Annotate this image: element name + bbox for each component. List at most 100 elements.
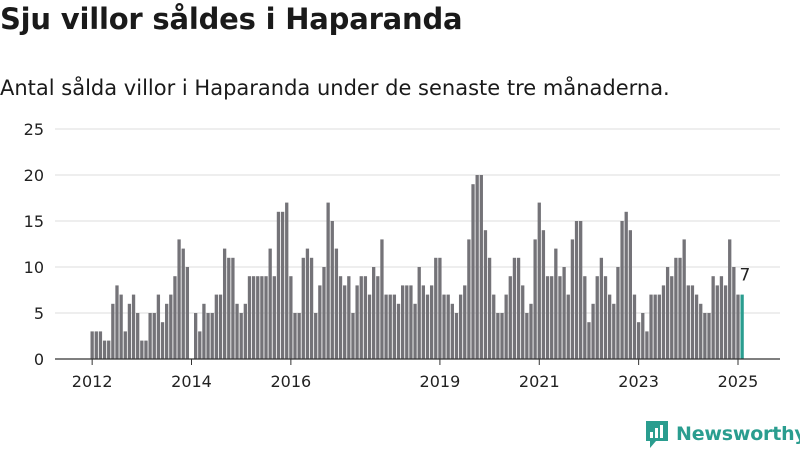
bar (156, 294, 161, 359)
bar (359, 276, 363, 359)
bar (413, 303, 417, 359)
bar (380, 239, 384, 359)
bar (355, 285, 359, 359)
y-tick-label: 20 (24, 166, 44, 185)
bar (537, 202, 541, 359)
bar (289, 276, 293, 359)
latest-value-label: 7 (739, 266, 750, 286)
bar (661, 285, 666, 359)
bar (504, 294, 508, 359)
bar (363, 276, 368, 359)
y-tick-label: 15 (24, 212, 44, 231)
bar (608, 294, 612, 359)
bar (653, 294, 657, 359)
bar (471, 184, 475, 359)
bar (102, 340, 107, 359)
bar (165, 303, 169, 359)
bar (554, 248, 558, 359)
bar (94, 331, 98, 359)
bar (541, 230, 546, 359)
bar (624, 211, 628, 359)
bar (367, 294, 372, 359)
bar (632, 294, 637, 359)
bar (194, 313, 198, 359)
bar (574, 221, 579, 359)
bar (483, 230, 488, 359)
bar (719, 276, 724, 359)
bar (686, 285, 690, 359)
bar (636, 322, 641, 359)
brand-name: Newsworthy (676, 423, 800, 445)
bar (641, 313, 645, 359)
bar (301, 257, 305, 359)
bar (434, 257, 438, 359)
bar (591, 303, 595, 359)
bar (119, 294, 123, 359)
bar (90, 331, 94, 359)
bar (587, 322, 591, 359)
y-tick-label: 5 (34, 304, 44, 323)
bar (699, 303, 703, 359)
bar (256, 276, 260, 359)
bar (487, 257, 492, 359)
bar (173, 276, 177, 359)
bar (657, 294, 661, 359)
bar-latest (740, 294, 744, 359)
bar (545, 276, 550, 359)
bar (376, 276, 380, 359)
bar (384, 294, 388, 359)
bar (645, 331, 649, 359)
bar (616, 267, 620, 359)
bar (723, 285, 728, 359)
bar (227, 257, 231, 359)
x-tick-label: 2021 (519, 372, 560, 391)
bar (214, 294, 218, 359)
x-tick-label: 2023 (618, 372, 659, 391)
bar (152, 313, 156, 359)
bar (318, 285, 322, 359)
bar (111, 303, 115, 359)
bar (492, 294, 496, 359)
bar (612, 303, 616, 359)
x-tick-label: 2025 (718, 372, 759, 391)
bar (620, 221, 624, 359)
bar (247, 276, 252, 359)
bar (707, 313, 711, 359)
bar (177, 239, 181, 359)
bar (107, 340, 111, 359)
bar (305, 248, 310, 359)
bar (479, 175, 483, 359)
bar (736, 294, 740, 359)
bar (438, 257, 442, 359)
bar (260, 276, 264, 359)
x-tick-label: 2014 (171, 372, 212, 391)
bar (280, 211, 285, 359)
bar (533, 239, 537, 359)
bar (127, 303, 132, 359)
bar (467, 239, 471, 359)
bar (558, 276, 562, 359)
bar (206, 313, 210, 359)
bar (599, 257, 604, 359)
chart-title: Sju villor såldes i Haparanda (0, 2, 463, 36)
bar (579, 221, 583, 359)
bar (429, 285, 434, 359)
bar (372, 267, 376, 359)
bar (169, 294, 173, 359)
bar (409, 285, 413, 359)
bar (293, 313, 297, 359)
bar (417, 267, 421, 359)
bar (181, 248, 185, 359)
bar (583, 276, 587, 359)
bar (285, 202, 289, 359)
bar (570, 239, 575, 359)
x-tick-label: 2016 (271, 372, 312, 391)
bar (715, 285, 719, 359)
bar (454, 313, 459, 359)
newsworthy-logo-icon (646, 421, 668, 448)
bar (276, 211, 281, 359)
bar (496, 313, 500, 359)
bar (628, 230, 632, 359)
y-tick-label: 25 (24, 120, 44, 139)
